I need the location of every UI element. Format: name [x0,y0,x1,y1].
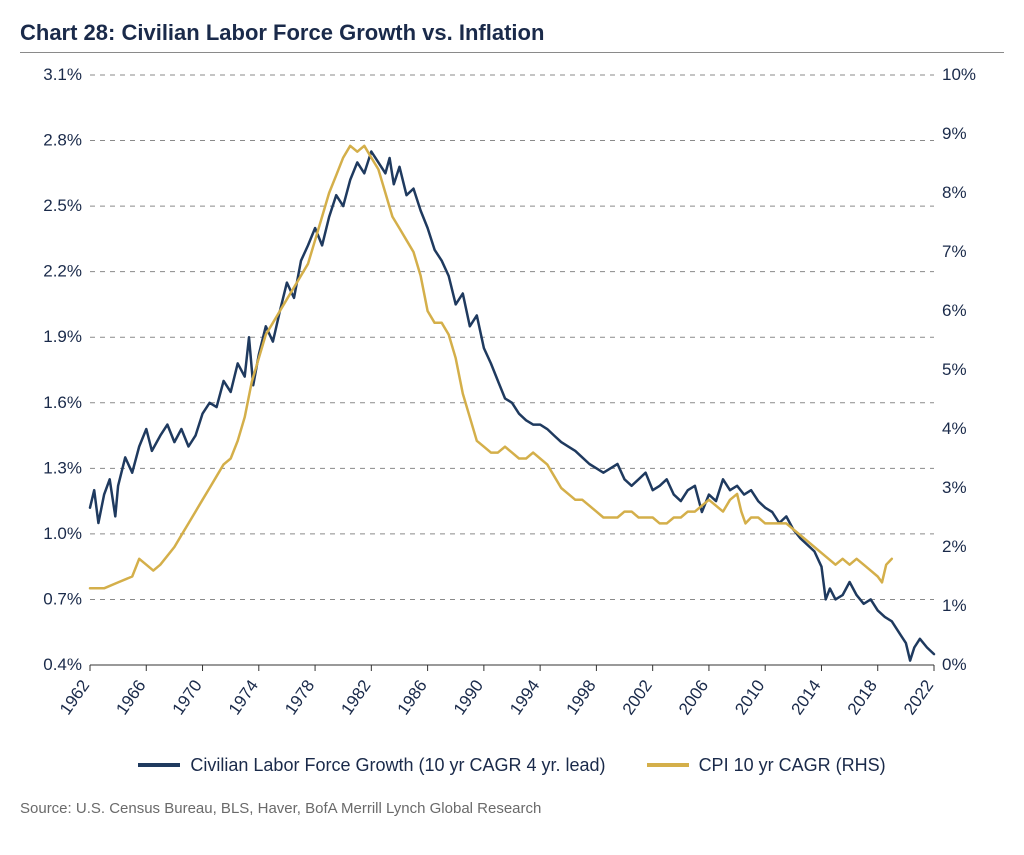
svg-text:1998: 1998 [562,676,599,718]
legend-item-labor: Civilian Labor Force Growth (10 yr CAGR … [138,755,605,776]
svg-text:5%: 5% [942,360,967,379]
svg-text:1.6%: 1.6% [43,393,82,412]
chart-area: 0.4% 0.7% 1.0% 1.3% 1.6% 1.9% 2.2% 2.5% 2.8% 3.1%… [20,65,1004,745]
svg-text:3.1%: 3.1% [43,65,82,84]
legend-label-labor: Civilian Labor Force Growth (10 yr CAGR … [190,755,605,776]
chart-container: Chart 28: Civilian Labor Force Growth vs… [0,0,1024,855]
svg-text:4%: 4% [942,419,967,438]
svg-text:2014: 2014 [787,676,824,718]
chart-source: Source: U.S. Census Bureau, BLS, Haver, … [20,800,1004,817]
svg-text:1%: 1% [942,596,967,615]
svg-text:2.2%: 2.2% [43,262,82,281]
svg-text:1970: 1970 [169,676,206,718]
legend-swatch-cpi [647,763,689,767]
svg-text:2006: 2006 [675,676,712,718]
chart-title: Chart 28: Civilian Labor Force Growth vs… [20,20,1004,53]
legend-swatch-labor [138,763,180,767]
svg-text:1982: 1982 [337,676,374,718]
svg-text:1.9%: 1.9% [43,327,82,346]
svg-text:2010: 2010 [731,676,768,718]
svg-text:1986: 1986 [394,676,431,718]
legend-label-cpi: CPI 10 yr CAGR (RHS) [699,755,886,776]
svg-text:6%: 6% [942,301,967,320]
chart-svg: 0.4% 0.7% 1.0% 1.3% 1.6% 1.9% 2.2% 2.5% 2.8% 3.1%… [20,65,1004,745]
svg-text:1966: 1966 [112,676,149,718]
svg-text:2.8%: 2.8% [43,131,82,150]
svg-text:2022: 2022 [900,676,937,718]
svg-text:0%: 0% [942,655,967,674]
svg-text:9%: 9% [942,124,967,143]
svg-text:1962: 1962 [56,676,93,718]
svg-text:1.0%: 1.0% [43,524,82,543]
svg-text:10%: 10% [942,65,976,84]
svg-text:1974: 1974 [225,676,262,718]
legend-item-cpi: CPI 10 yr CAGR (RHS) [647,755,886,776]
svg-text:0.7%: 0.7% [43,589,82,608]
svg-text:2018: 2018 [844,676,881,718]
svg-text:2%: 2% [942,537,967,556]
svg-text:3%: 3% [942,478,967,497]
svg-text:7%: 7% [942,242,967,261]
svg-text:1978: 1978 [281,676,318,718]
svg-text:2.5%: 2.5% [43,196,82,215]
svg-text:8%: 8% [942,183,967,202]
chart-legend: Civilian Labor Force Growth (10 yr CAGR … [20,751,1004,776]
svg-text:0.4%: 0.4% [43,655,82,674]
svg-text:1990: 1990 [450,676,487,718]
svg-text:2002: 2002 [619,676,656,718]
svg-text:1.3%: 1.3% [43,458,82,477]
svg-text:1994: 1994 [506,676,543,718]
